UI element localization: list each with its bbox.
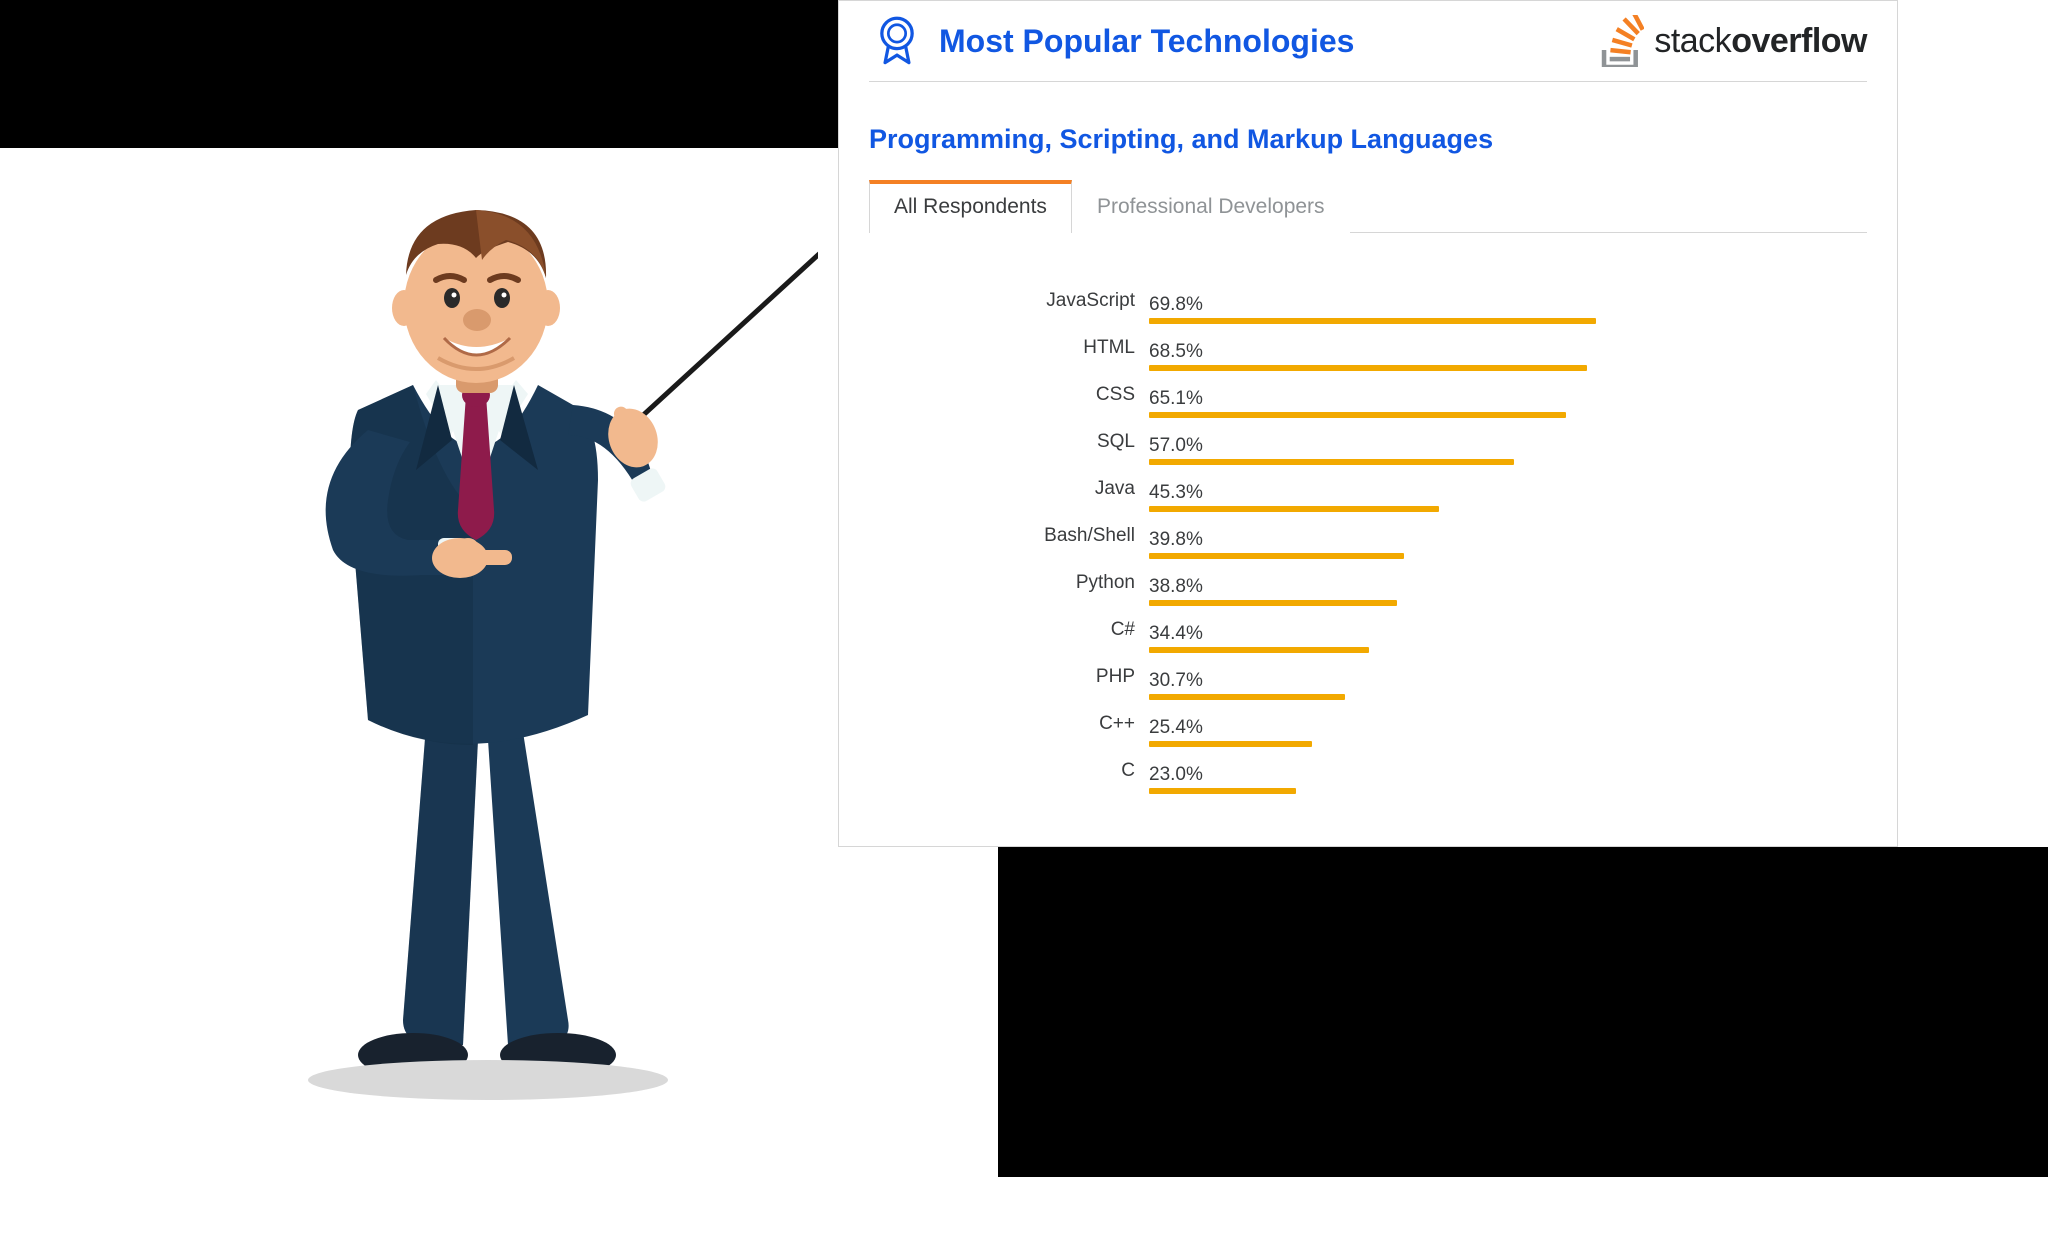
chart-row-value: 69.8% — [1149, 294, 1789, 318]
card-title: Most Popular Technologies — [939, 23, 1354, 60]
chart-row-bar — [1149, 553, 1404, 559]
letterbox-bottom — [998, 847, 2048, 1177]
presenter-illustration — [238, 180, 818, 1100]
section-subtitle: Programming, Scripting, and Markup Langu… — [869, 124, 1867, 155]
chart-row-label: SQL — [1019, 431, 1149, 453]
chart-row-value: 38.8% — [1149, 576, 1789, 600]
chart-row-bar — [1149, 412, 1566, 418]
card-header: Most Popular Technologies stackoverflow — [869, 15, 1867, 82]
chart-row-value: 25.4% — [1149, 717, 1789, 741]
card-header-left: Most Popular Technologies — [875, 15, 1354, 67]
chart-row-track: 38.8% — [1149, 576, 1789, 606]
tabs: All Respondents Professional Developers — [869, 179, 1867, 233]
chart-row-bar — [1149, 788, 1296, 794]
chart-row-label: Python — [1019, 572, 1149, 594]
chart-row: PHP30.7% — [1019, 653, 1867, 700]
presenter-shadow — [308, 1060, 668, 1100]
chart-row: C++25.4% — [1019, 700, 1867, 747]
chart-row-label: C — [1019, 760, 1149, 782]
presenter-svg — [238, 180, 818, 1100]
chart-row: SQL57.0% — [1019, 418, 1867, 465]
chart-row: Bash/Shell39.8% — [1019, 512, 1867, 559]
chart-row: C#34.4% — [1019, 606, 1867, 653]
chart-row-label: HTML — [1019, 337, 1149, 359]
stackoverflow-icon — [1598, 15, 1644, 67]
chart-row-bar — [1149, 741, 1312, 747]
survey-card: Most Popular Technologies stackoverflow … — [838, 0, 1898, 847]
chart-row-bar — [1149, 600, 1397, 606]
chart-row: CSS65.1% — [1019, 371, 1867, 418]
chart-row-value: 23.0% — [1149, 764, 1789, 788]
languages-bar-chart: JavaScript69.8%HTML68.5%CSS65.1%SQL57.0%… — [869, 277, 1867, 794]
chart-row: Java45.3% — [1019, 465, 1867, 512]
logo-text-left: stack — [1654, 22, 1731, 60]
chart-row-bar — [1149, 506, 1439, 512]
chart-row-bar — [1149, 694, 1345, 700]
chart-row-track: 39.8% — [1149, 529, 1789, 559]
chart-row-value: 45.3% — [1149, 482, 1789, 506]
chart-row-label: Bash/Shell — [1019, 525, 1149, 547]
chart-row-value: 68.5% — [1149, 341, 1789, 365]
chart-row-track: 69.8% — [1149, 294, 1789, 324]
chart-row-bar — [1149, 318, 1596, 324]
chart-row: JavaScript69.8% — [1019, 277, 1867, 324]
stage: Most Popular Technologies stackoverflow … — [0, 0, 2048, 1233]
chart-row-value: 39.8% — [1149, 529, 1789, 553]
tab-professional-developers[interactable]: Professional Developers — [1072, 180, 1350, 233]
chart-row-value: 65.1% — [1149, 388, 1789, 412]
chart-row-track: 34.4% — [1149, 623, 1789, 653]
chart-row-bar — [1149, 647, 1369, 653]
chart-row-label: C# — [1019, 619, 1149, 641]
stackoverflow-logo: stackoverflow — [1598, 15, 1867, 67]
chart-row-track: 25.4% — [1149, 717, 1789, 747]
chart-row: HTML68.5% — [1019, 324, 1867, 371]
chart-row-track: 68.5% — [1149, 341, 1789, 371]
chart-row-track: 45.3% — [1149, 482, 1789, 512]
tab-all-respondents[interactable]: All Respondents — [869, 180, 1072, 233]
chart-row-value: 34.4% — [1149, 623, 1789, 647]
chart-row-track: 57.0% — [1149, 435, 1789, 465]
chart-row-track: 65.1% — [1149, 388, 1789, 418]
chart-row-value: 30.7% — [1149, 670, 1789, 694]
ribbon-badge-icon — [875, 15, 919, 67]
chart-row: C23.0% — [1019, 747, 1867, 794]
logo-text-right: overflow — [1731, 22, 1867, 60]
letterbox-top-left — [0, 0, 838, 148]
chart-row-label: PHP — [1019, 666, 1149, 688]
chart-row-bar — [1149, 459, 1514, 465]
chart-row-track: 30.7% — [1149, 670, 1789, 700]
chart-row-track: 23.0% — [1149, 764, 1789, 794]
chart-row-label: C++ — [1019, 713, 1149, 735]
chart-row: Python38.8% — [1019, 559, 1867, 606]
chart-row-label: Java — [1019, 478, 1149, 500]
chart-row-value: 57.0% — [1149, 435, 1789, 459]
chart-row-label: JavaScript — [1019, 290, 1149, 312]
chart-row-bar — [1149, 365, 1587, 371]
chart-row-label: CSS — [1019, 384, 1149, 406]
stackoverflow-wordmark: stackoverflow — [1654, 22, 1867, 61]
